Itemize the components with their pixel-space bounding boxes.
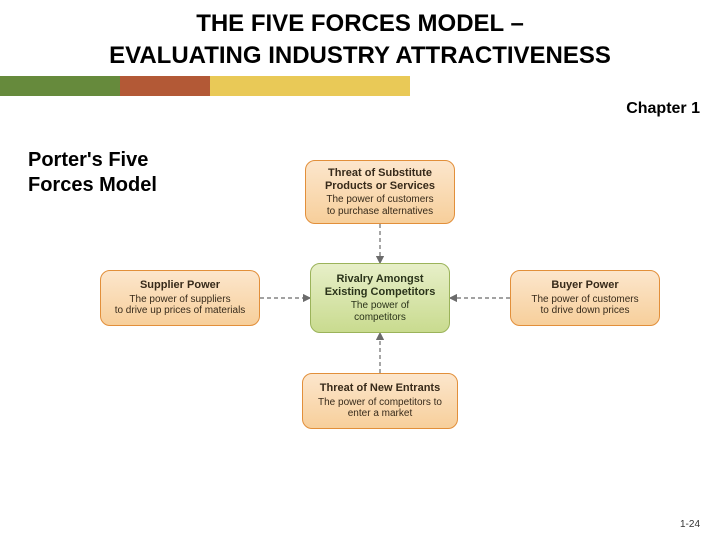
box-rivalry-center: Rivalry AmongstExisting Competitors The … (310, 263, 450, 333)
title-line2: EVALUATING INDUSTRY ATTRACTIVENESS (0, 38, 720, 70)
box-title: Buyer Power (519, 279, 651, 292)
box-title: Threat of New Entrants (311, 382, 449, 395)
box-desc: The power of suppliersto drive up prices… (109, 294, 251, 317)
box-desc: The power ofcompetitors (319, 300, 441, 323)
box-desc: The power of competitors toenter a marke… (311, 397, 449, 420)
box-desc: The power of customersto purchase altern… (314, 194, 446, 217)
box-supplier-power: Supplier Power The power of suppliersto … (100, 270, 260, 326)
title-line1: THE FIVE FORCES MODEL – (0, 0, 720, 38)
chapter-label: Chapter 1 (0, 96, 720, 118)
header-color-bar (0, 76, 720, 96)
box-buyer-power: Buyer Power The power of customersto dri… (510, 270, 660, 326)
box-desc: The power of customersto drive down pric… (519, 294, 651, 317)
box-threat-substitutes: Threat of SubstituteProducts or Services… (305, 160, 455, 224)
box-threat-new-entrants: Threat of New Entrants The power of comp… (302, 373, 458, 429)
page-number: 1-24 (680, 519, 700, 530)
five-forces-diagram: Threat of SubstituteProducts or Services… (80, 160, 680, 500)
box-title: Rivalry AmongstExisting Competitors (319, 273, 441, 298)
box-title: Supplier Power (109, 279, 251, 292)
box-title: Threat of SubstituteProducts or Services (314, 167, 446, 192)
